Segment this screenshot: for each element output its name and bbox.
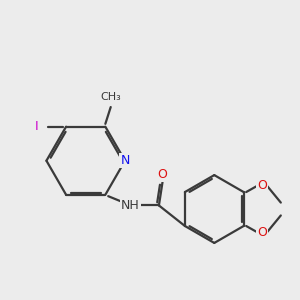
Text: CH₃: CH₃ [100, 92, 121, 102]
Text: O: O [257, 226, 267, 239]
Text: O: O [158, 168, 167, 181]
Text: I: I [35, 120, 39, 133]
Text: O: O [257, 179, 267, 192]
Text: N: N [120, 154, 130, 167]
Text: NH: NH [121, 199, 140, 212]
